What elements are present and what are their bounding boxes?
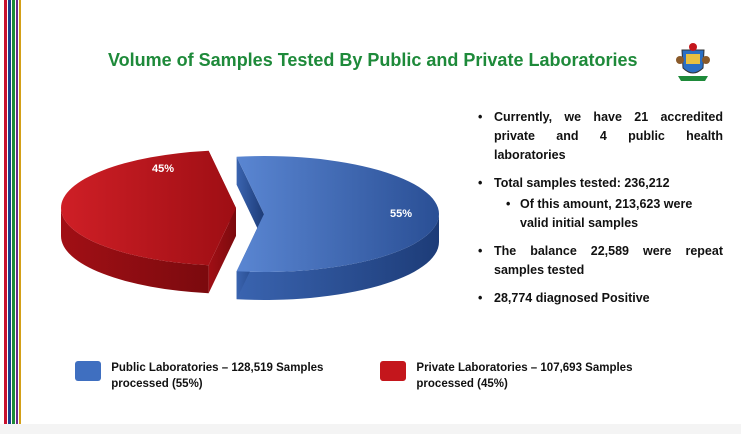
bullet-total-samples: Total samples tested: 236,212 Of this am…	[478, 174, 723, 233]
bullet-accredited-labs: Currently, we have 21 accredited private…	[478, 108, 723, 165]
pie-slice-private-side	[61, 208, 209, 294]
stripe	[8, 0, 11, 434]
pie-slice-private-top	[60, 150, 236, 266]
bullet-positive: 28,774 diagnosed Positive	[478, 289, 723, 308]
legend-item-public: Public Laboratories – 128,519 Samples pr…	[75, 360, 355, 392]
slice-label-public: 55%	[390, 208, 412, 220]
stripe	[4, 0, 7, 434]
coat-of-arms-icon	[676, 43, 710, 81]
pie-chart: 55% 45%	[60, 150, 439, 300]
legend-label-public: Public Laboratories – 128,519 Samples pr…	[111, 362, 324, 390]
pie-slice-private	[60, 150, 236, 294]
stripe	[12, 0, 15, 434]
stripe	[16, 0, 18, 434]
pie-slice-private-edge	[208, 208, 236, 294]
key-facts-list: Currently, we have 21 accredited private…	[478, 108, 723, 317]
decorative-stripes	[0, 0, 26, 434]
pie-slice-public-side	[236, 214, 439, 300]
slice-label-private: 45%	[152, 163, 174, 175]
sub-list: Of this amount, 213,623 were valid initi…	[494, 195, 723, 233]
pie-slice-public-top	[236, 156, 439, 272]
footer-band	[0, 424, 741, 434]
bullet-repeat-samples: The balance 22,589 were repeat samples t…	[478, 242, 723, 280]
pie-slice-public-edge	[236, 156, 264, 242]
legend-item-private: Private Laboratories – 107,693 Samples p…	[380, 360, 665, 392]
legend-swatch-public	[75, 361, 102, 381]
bullet-valid-initial: Of this amount, 213,623 were valid initi…	[502, 195, 723, 233]
legend-label-private: Private Laboratories – 107,693 Samples p…	[416, 362, 633, 390]
pie-slice-public	[236, 156, 439, 300]
stripe	[19, 0, 21, 434]
legend-swatch-private	[380, 361, 407, 381]
slide-title: Volume of Samples Tested By Public and P…	[108, 50, 638, 70]
